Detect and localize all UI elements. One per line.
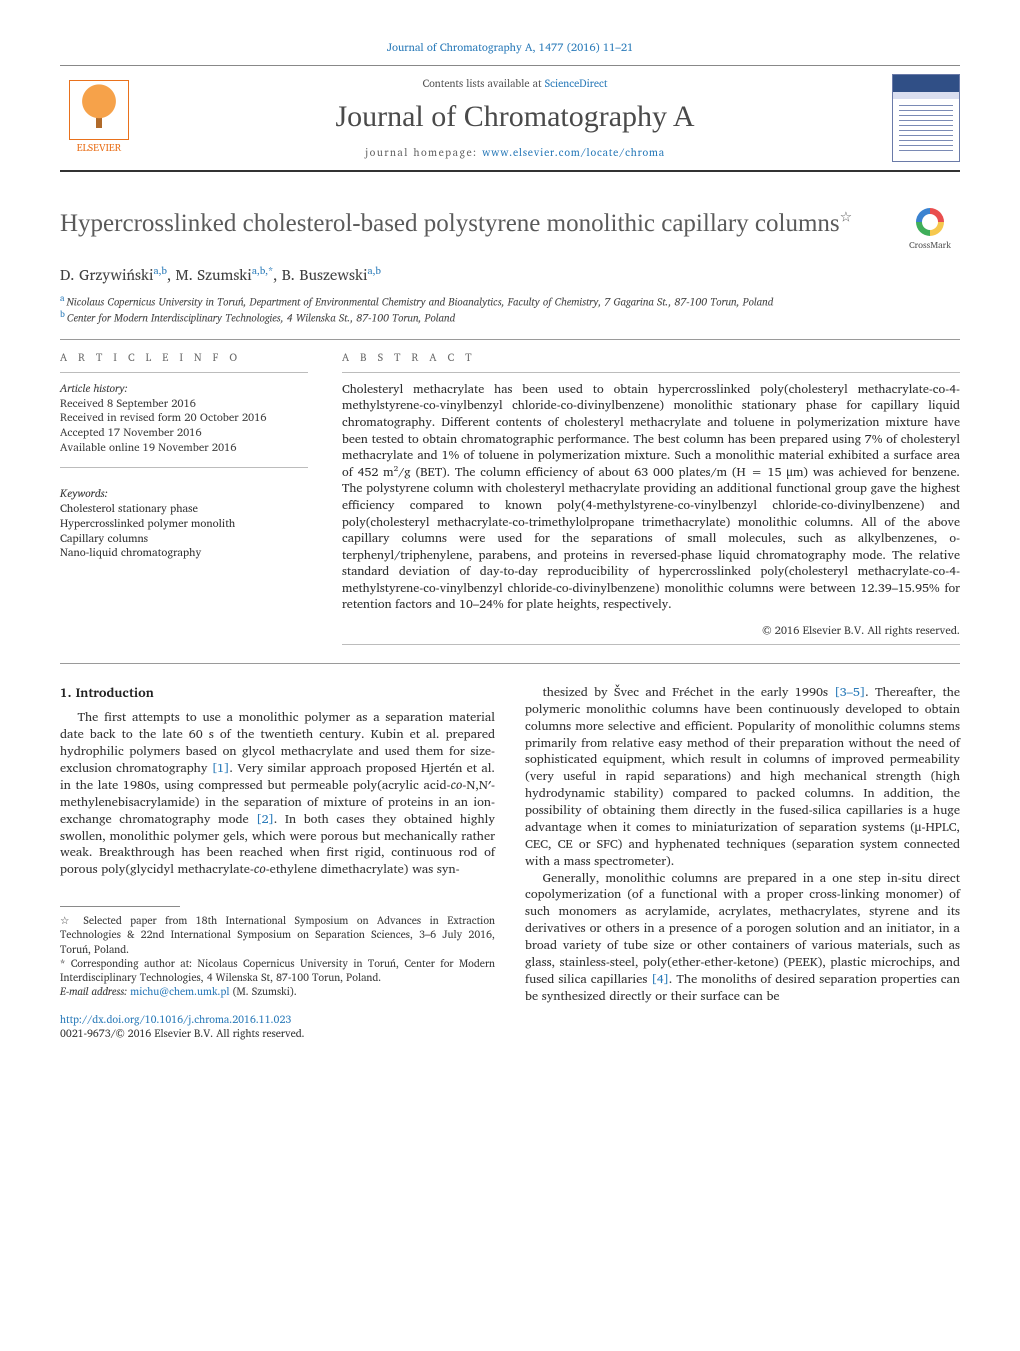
publisher-logo-label: ELSEVIER [77, 142, 121, 156]
email-label: E-mail address: [60, 982, 127, 1000]
crossmark-icon [916, 208, 944, 236]
journal-homepage-link[interactable]: www.elsevier.com/locate/chroma [482, 143, 665, 161]
divider [60, 663, 960, 664]
section-number: 1. [60, 681, 72, 703]
publisher-logo: ELSEVIER [60, 75, 138, 161]
masthead: ELSEVIER Contents lists available at Sci… [60, 65, 960, 172]
body-two-columns: 1. Introduction The first attempts to us… [60, 684, 960, 1041]
abstract-column: A B S T R A C T Cholesteryl methacrylate… [342, 350, 960, 645]
footnotes: ☆ Selected paper from 18th International… [60, 900, 495, 998]
corresponding-email-link[interactable]: michu@chem.umk.pl [130, 982, 229, 1000]
journal-cover-thumbnail [892, 74, 960, 162]
affiliation-marker: b [60, 307, 65, 321]
author-affil-sup: a,b,* [252, 263, 273, 279]
crossmark-label: CrossMark [909, 237, 951, 252]
journal-homepage-prefix: journal homepage: [365, 143, 482, 161]
divider [60, 467, 308, 468]
footnote-text: Selected paper from 18th International S… [60, 911, 495, 957]
footnote-corresponding: * Corresponding author at: Nicolaus Cope… [60, 956, 495, 984]
footnote-email: E-mail address: michu@chem.umk.pl (M. Sz… [60, 984, 495, 998]
article-info-column: A R T I C L E I N F O Article history: R… [60, 350, 308, 645]
doi-block: http://dx.doi.org/10.1016/j.chroma.2016.… [60, 1012, 495, 1040]
authors-line: D. Grzywińskia,b, M. Szumskia,b,*, B. Bu… [60, 265, 960, 285]
article-info-heading: A R T I C L E I N F O [60, 350, 308, 364]
citation-link[interactable]: [1] [212, 758, 230, 778]
masthead-center: Contents lists available at ScienceDirec… [156, 76, 874, 159]
affiliation-line: bCenter for Modern Interdisciplinary Tec… [60, 309, 960, 325]
elsevier-tree-icon [69, 80, 129, 140]
affiliation-text: Center for Modern Interdisciplinary Tech… [67, 308, 455, 326]
crossmark-badge[interactable]: CrossMark [900, 208, 960, 251]
journal-title: Journal of Chromatography A [156, 97, 874, 138]
footnote-selected-paper: ☆ Selected paper from 18th International… [60, 913, 495, 956]
body-paragraph: The first attempts to use a monolithic p… [60, 709, 495, 878]
section-title: Introduction [76, 681, 154, 703]
affiliations: aNicolaus Copernicus University in Toruń… [60, 293, 960, 324]
divider [60, 339, 960, 340]
keyword: Nano-liquid chromatography [60, 545, 308, 560]
article-title: Hypercrosslinked cholesterol-based polys… [60, 208, 884, 239]
abstract-heading: A B S T R A C T [342, 350, 960, 364]
email-person: (M. Szumski). [233, 982, 297, 1000]
footnote-text: Corresponding author at: Nicolaus Copern… [60, 954, 495, 986]
divider [342, 372, 960, 373]
journal-homepage-line: journal homepage: www.elsevier.com/locat… [156, 145, 874, 159]
citation-link[interactable]: [2] [256, 809, 274, 829]
citation-link[interactable]: [3–5] [834, 682, 865, 702]
section-heading: 1. Introduction [60, 684, 495, 702]
abstract-copyright: © 2016 Elsevier B.V. All rights reserved… [342, 623, 960, 638]
abstract-text: Cholesteryl methacrylate has been used t… [342, 381, 960, 613]
author-affil-sup: a,b [368, 263, 381, 279]
article-history-line: Available online 19 November 2016 [60, 440, 308, 455]
affiliation-marker: a [60, 291, 64, 305]
title-footnote-marker: ☆ [840, 211, 853, 226]
body-paragraph: Generally, monolithic columns are prepar… [525, 870, 960, 1005]
divider [60, 372, 308, 373]
article-title-text: Hypercrosslinked cholesterol-based polys… [60, 210, 840, 237]
body-paragraph: thesized by Švec and Fréchet in the earl… [525, 684, 960, 870]
sciencedirect-link[interactable]: ScienceDirect [545, 74, 608, 92]
footnote-rule [60, 906, 180, 907]
contents-available-line: Contents lists available at ScienceDirec… [156, 76, 874, 90]
journal-reference: Journal of Chromatography A, 1477 (2016)… [60, 40, 960, 55]
issn-copyright-line: 0021-9673/© 2016 Elsevier B.V. All right… [60, 1026, 495, 1040]
contents-available-prefix: Contents lists available at [423, 74, 545, 92]
divider [342, 644, 960, 645]
affiliation-line: aNicolaus Copernicus University in Toruń… [60, 293, 960, 309]
citation-link[interactable]: [4] [651, 969, 669, 989]
article-header: Hypercrosslinked cholesterol-based polys… [60, 208, 960, 325]
author-affil-sup: a,b [154, 263, 167, 279]
